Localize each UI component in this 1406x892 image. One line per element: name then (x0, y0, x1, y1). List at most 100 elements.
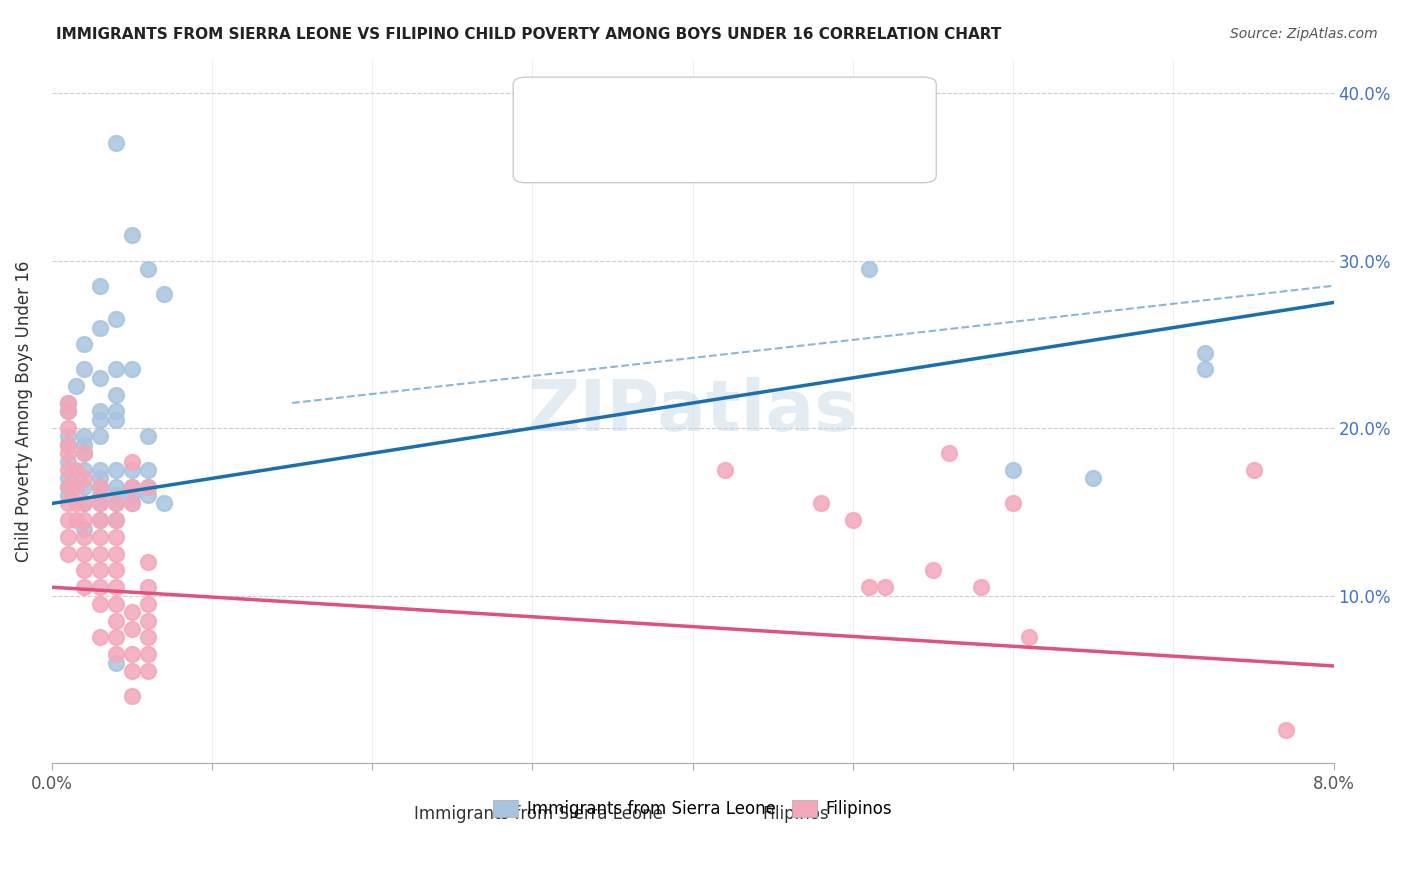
Point (56, 480, 79, 494)
Point (73, 429, 96, 443)
Point (970, 580, 993, 594)
Point (121, 362, 143, 376)
Point (56, 438, 79, 452)
Point (104, 530, 127, 544)
Point (56, 404, 79, 418)
Point (121, 689, 143, 703)
Point (121, 606, 143, 620)
Point (89, 320, 111, 334)
Point (73, 530, 96, 544)
Point (922, 564, 945, 578)
Point (89, 513, 111, 527)
Point (104, 362, 127, 376)
FancyBboxPatch shape (513, 78, 936, 183)
Point (104, 580, 127, 594)
Point (56, 480, 79, 494)
Point (121, 480, 143, 494)
Point (1194, 345, 1216, 359)
Point (73, 446, 96, 460)
Point (56, 463, 79, 477)
Point (56, 488, 79, 502)
Point (56, 547, 79, 561)
Point (56, 396, 79, 410)
Point (89, 530, 111, 544)
Point (73, 496, 96, 510)
Point (56, 471, 79, 485)
Point (136, 580, 159, 594)
Point (89, 547, 111, 561)
Point (73, 496, 96, 510)
Point (136, 614, 159, 628)
Text: Filipinos: Filipinos (762, 805, 828, 823)
Point (89, 564, 111, 578)
Point (73, 513, 96, 527)
Point (89, 471, 111, 485)
Point (858, 580, 880, 594)
Point (73, 337, 96, 351)
Point (104, 564, 127, 578)
Point (89, 371, 111, 385)
Point (938, 446, 960, 460)
Point (1018, 631, 1040, 645)
Point (1274, 723, 1296, 737)
Point (104, 513, 127, 527)
Point (1002, 463, 1025, 477)
Point (56, 496, 79, 510)
Point (136, 480, 159, 494)
Point (121, 664, 143, 678)
Point (136, 480, 159, 494)
Point (121, 496, 143, 510)
Point (56, 513, 79, 527)
Point (56, 421, 79, 435)
Point (104, 496, 127, 510)
Point (89, 597, 111, 611)
Point (104, 496, 127, 510)
Point (89, 480, 111, 494)
Text: ZIPatlas: ZIPatlas (527, 376, 858, 446)
Point (104, 136, 127, 151)
Point (73, 362, 96, 376)
Point (89, 513, 111, 527)
Point (1083, 471, 1105, 485)
Point (89, 496, 111, 510)
Point (65, 379, 87, 393)
Point (1194, 362, 1216, 376)
Point (89, 404, 111, 418)
Point (1243, 463, 1265, 477)
Point (136, 631, 159, 645)
Point (73, 480, 96, 494)
Point (89, 429, 111, 443)
Point (858, 262, 880, 277)
Text: IMMIGRANTS FROM SIERRA LEONE VS FILIPINO CHILD POVERTY AMONG BOYS UNDER 16 CORRE: IMMIGRANTS FROM SIERRA LEONE VS FILIPINO… (56, 27, 1001, 42)
Point (73, 522, 96, 536)
Point (65, 496, 87, 510)
Legend: Immigrants from Sierra Leone, Filipinos: Immigrants from Sierra Leone, Filipinos (486, 794, 898, 825)
Point (104, 480, 127, 494)
Point (65, 513, 87, 527)
Point (121, 455, 143, 469)
Point (56, 455, 79, 469)
Point (1002, 496, 1025, 510)
Point (153, 287, 176, 301)
Point (153, 496, 176, 510)
Point (121, 496, 143, 510)
Point (136, 488, 159, 502)
Text: Source: ZipAtlas.com: Source: ZipAtlas.com (1230, 27, 1378, 41)
Point (89, 580, 111, 594)
Point (136, 463, 159, 477)
Point (136, 664, 159, 678)
Point (136, 597, 159, 611)
Point (89, 413, 111, 427)
Point (104, 614, 127, 628)
Point (56, 530, 79, 544)
Point (65, 463, 87, 477)
Point (104, 488, 127, 502)
Point (104, 631, 127, 645)
Y-axis label: Child Poverty Among Boys Under 16: Child Poverty Among Boys Under 16 (15, 260, 32, 562)
Point (56, 404, 79, 418)
Point (136, 555, 159, 569)
Point (56, 429, 79, 443)
Point (842, 513, 865, 527)
Point (104, 513, 127, 527)
Point (56, 438, 79, 452)
